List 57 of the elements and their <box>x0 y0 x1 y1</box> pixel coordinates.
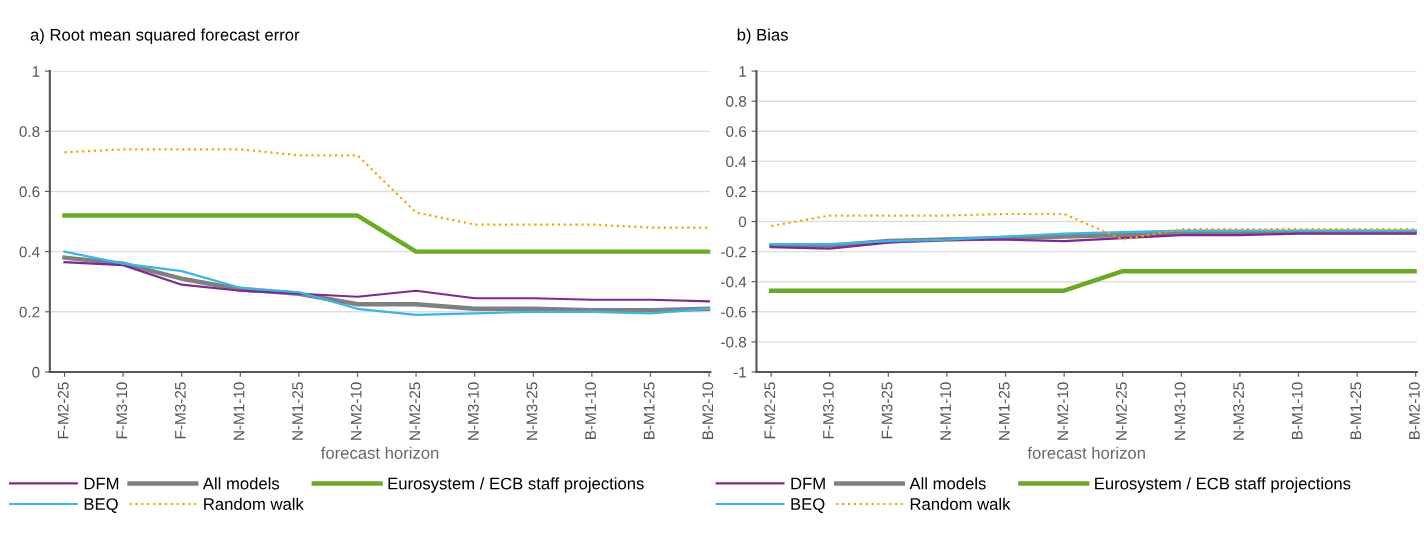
legend-label: All models <box>909 477 986 490</box>
x-tick-label: F-M3-25 <box>881 382 893 439</box>
y-tick-label: 0 <box>738 216 747 228</box>
y-tick-label: 0.4 <box>19 246 40 258</box>
x-tick-label: N-M3-10 <box>1174 382 1186 440</box>
x-tick-label: N-M1-25 <box>292 382 303 440</box>
legend-label: BEQ <box>84 498 118 513</box>
y-tick-label: 0.2 <box>19 306 40 318</box>
x-tick-label: N-M2-10 <box>1057 382 1069 440</box>
y-tick-label: 0.6 <box>19 186 40 198</box>
x-axis-title: forecast horizon <box>1027 446 1145 459</box>
line-series <box>770 212 1417 241</box>
chart-title: a) Root mean squared forecast error <box>30 28 300 45</box>
x-tick-label: N-M2-25 <box>1116 382 1127 440</box>
x-tick-label: B-M1-25 <box>1350 382 1362 440</box>
legend-label: All models <box>202 477 280 490</box>
legend-label: BEQ <box>791 498 825 513</box>
x-tick-label: F-M3-10 <box>116 382 128 439</box>
y-tick-label: 0.8 <box>19 126 40 137</box>
legend-label: DFM <box>84 477 119 490</box>
line-series <box>63 261 711 303</box>
x-tick-label: N-M1-10 <box>233 382 245 440</box>
x-tick-label: F-M3-25 <box>174 382 186 439</box>
y-tick-label: 0 <box>32 366 40 378</box>
x-tick-label: B-M1-10 <box>585 382 596 440</box>
x-tick-label: B-M1-10 <box>1291 382 1303 440</box>
y-tick-label: 0.4 <box>726 156 747 168</box>
chart-title: b) Bias <box>737 28 788 44</box>
x-tick-label: B-M1-25 <box>643 382 655 440</box>
legend-label: Eurosystem / ECB staff projections <box>388 477 644 493</box>
y-tick-label: 0.8 <box>726 96 747 107</box>
x-tick-label: F-M3-10 <box>823 382 834 439</box>
y-tick-label: -1 <box>733 366 747 378</box>
legend-label: DFM <box>791 477 825 490</box>
x-tick-label: B-M2-10 <box>702 382 714 440</box>
x-tick-label: N-M3-10 <box>467 382 479 440</box>
y-tick-label: 1 <box>32 66 40 77</box>
x-axis-title: forecast horizon <box>320 446 439 459</box>
x-tick-label: N-M1-25 <box>998 382 1010 440</box>
x-tick-label: N-M2-10 <box>350 382 362 440</box>
x-tick-label: N-M1-10 <box>940 382 952 440</box>
x-tick-label: F-M2-25 <box>57 382 69 439</box>
legend-label: Random walk <box>910 497 1011 510</box>
y-tick-label: 0.6 <box>726 126 747 137</box>
y-tick-label: 1 <box>739 66 747 77</box>
x-tick-label: N-M3-25 <box>526 382 538 440</box>
y-tick-label: 0.2 <box>726 186 746 198</box>
legend-label: Eurosystem / ECB staff projections <box>1095 477 1351 493</box>
legend-label: Random walk <box>204 497 304 510</box>
y-tick-label: -0.6 <box>721 306 747 318</box>
x-tick-label: N-M3-25 <box>1233 382 1245 440</box>
x-tick-label: N-M2-25 <box>409 382 421 440</box>
x-tick-label: B-M2-10 <box>1408 382 1420 440</box>
y-tick-label: -0.2 <box>721 246 746 258</box>
y-tick-label: -0.8 <box>721 336 747 348</box>
y-tick-label: -0.4 <box>721 276 747 288</box>
x-tick-label: F-M2-25 <box>764 382 776 439</box>
